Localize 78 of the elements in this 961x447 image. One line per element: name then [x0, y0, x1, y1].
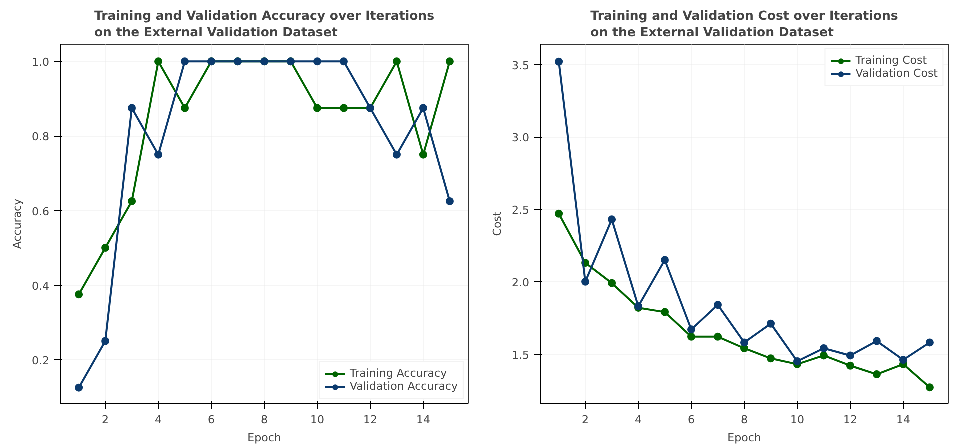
point: [793, 358, 802, 366]
point: [128, 104, 136, 112]
x-tick-label: 10: [790, 414, 804, 426]
point: [75, 384, 84, 392]
x-tick-label: 6: [208, 414, 216, 426]
point: [181, 58, 190, 66]
x-tick-label: 4: [635, 414, 642, 426]
y-tick-label: 0.2: [32, 354, 50, 368]
x-tick-label: 10: [310, 414, 324, 426]
point: [128, 197, 136, 206]
y-tick-label: 0.8: [32, 130, 50, 144]
x-axis-title: Epoch: [728, 432, 762, 444]
y-tick-label: 1.5: [512, 348, 530, 362]
point: [419, 104, 428, 112]
point: [75, 290, 84, 299]
point: [608, 279, 616, 288]
y-axis-title: Cost: [491, 211, 504, 236]
point: [661, 308, 670, 316]
point: [154, 150, 163, 159]
point: [740, 338, 748, 347]
point: [313, 58, 322, 66]
point: [846, 362, 854, 370]
y-tick-label: 1.0: [32, 56, 50, 70]
point: [820, 352, 828, 360]
x-tick-label: 8: [741, 414, 748, 426]
y-axis-title: Accuracy: [11, 198, 24, 250]
y-tick-label: 2.0: [512, 276, 530, 290]
point: [102, 244, 110, 252]
point: [872, 337, 881, 346]
point: [688, 326, 696, 334]
point: [926, 384, 934, 392]
point: [926, 338, 934, 347]
point: [392, 58, 401, 66]
chart-title: Training and Validation Accuracy over Iterations on the External Validation Dataset: [94, 8, 435, 40]
x-tick-label: 14: [896, 414, 910, 426]
point: [154, 58, 163, 66]
point: [446, 58, 454, 66]
x-tick-label: 2: [102, 414, 110, 426]
point: [340, 58, 348, 66]
legend-label: Training Accuracy: [350, 367, 448, 380]
x-tick-label: 14: [416, 414, 430, 426]
point: [555, 58, 564, 66]
x-tick-label: 6: [688, 414, 696, 426]
x-tick-label: 4: [155, 414, 162, 426]
x-tick-label: 2: [582, 414, 590, 426]
point: [313, 104, 322, 112]
legend-label: Validation Cost: [856, 67, 938, 80]
x-tick-label: 12: [363, 414, 378, 426]
point: [102, 337, 110, 346]
y-tick-label: 0.6: [32, 205, 50, 218]
point: [714, 332, 722, 341]
y-tick-label: 3.0: [512, 132, 530, 145]
legend-label: Validation Accuracy: [350, 380, 458, 393]
point: [899, 356, 908, 364]
point: [608, 216, 616, 224]
point: [582, 278, 590, 286]
point: [446, 197, 454, 206]
chart-title: Training and Validation Cost over Iterations on the External Validation Dataset: [590, 8, 898, 40]
x-axis-title: Epoch: [248, 432, 282, 444]
point: [766, 354, 775, 363]
x-tick-label: 8: [261, 414, 268, 426]
point: [714, 301, 722, 310]
point: [688, 332, 696, 341]
y-tick-label: 2.5: [512, 204, 530, 218]
y-tick-label: 0.4: [32, 280, 50, 293]
point: [181, 104, 190, 112]
point: [419, 150, 428, 159]
point: [872, 370, 881, 379]
point: [392, 150, 401, 159]
point: [846, 352, 854, 360]
point: [340, 104, 348, 112]
x-tick-label: 12: [843, 414, 858, 426]
legend-label: Training Cost: [856, 54, 928, 67]
y-tick-label: 3.5: [512, 59, 530, 72]
point: [555, 210, 564, 218]
point: [661, 256, 670, 264]
point: [820, 344, 828, 352]
point: [766, 320, 775, 328]
